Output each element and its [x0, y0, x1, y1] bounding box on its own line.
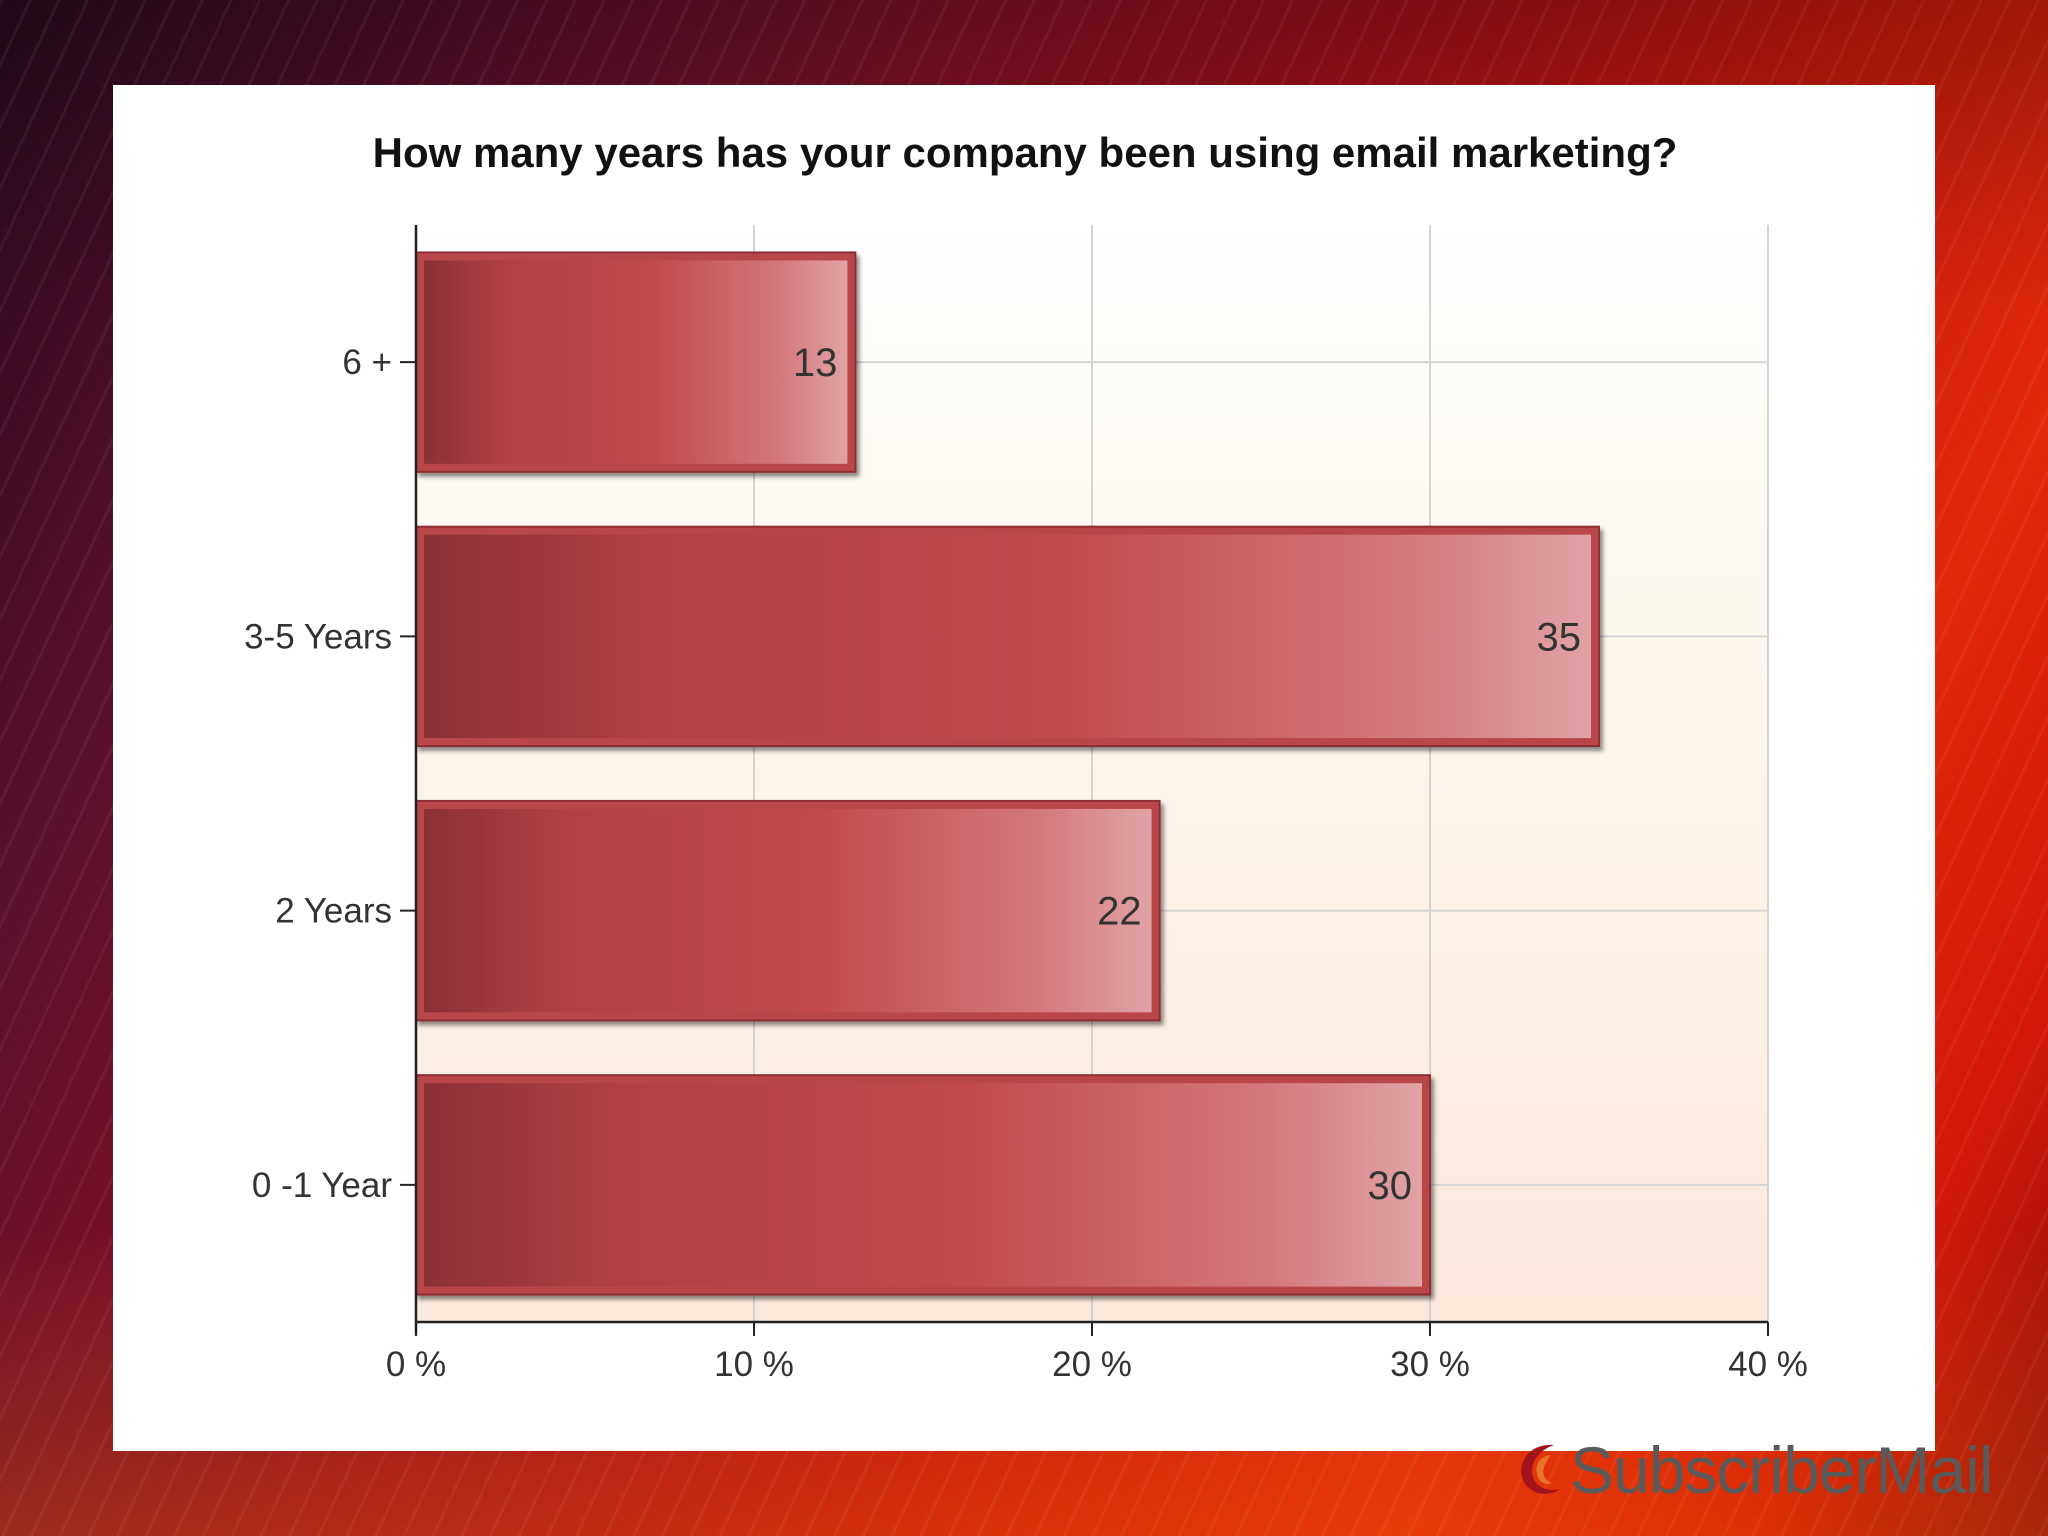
bars: 13 35 22 30	[415, 251, 1600, 1296]
x-tick-label-1: 10 %	[714, 1345, 794, 1384]
bar-inner-2	[424, 808, 1152, 1013]
bar-value-label-1: 35	[1537, 615, 1582, 659]
y-tick-label-3: 0 -1 Year	[252, 1166, 392, 1205]
bar-inner-0	[424, 260, 848, 464]
subscribermail-logo: SubscriberMail	[1510, 1430, 1993, 1510]
y-tick-label-1: 3-5 Years	[244, 617, 392, 656]
bar-value-label-3: 30	[1368, 1164, 1413, 1208]
logo-swirl-icon	[1521, 1444, 1560, 1494]
chart-title: How many years has your company been usi…	[373, 129, 1678, 176]
bar-inner-1	[424, 534, 1591, 739]
x-tick-label-2: 20 %	[1052, 1345, 1132, 1384]
x-tick-label-4: 40 %	[1728, 1345, 1808, 1384]
axes: 0 % 10 % 20 % 30 % 40 % 6 + 3-5 Years 2 Years 0 …	[244, 225, 1808, 1384]
x-tick-label-0: 0 %	[386, 1345, 446, 1384]
bar-inner-3	[424, 1083, 1422, 1287]
chart-panel: How many years has your company been usi…	[113, 85, 1935, 1451]
y-tick-label-2: 2 Years	[275, 892, 392, 931]
bar-chart: How many years has your company been usi…	[244, 129, 1808, 1384]
logo-text: SubscriberMail	[1570, 1433, 1993, 1507]
y-tick-label-0: 6 +	[342, 343, 392, 382]
x-tick-label-3: 30 %	[1390, 1345, 1470, 1384]
bar-value-label-0: 13	[793, 341, 838, 385]
bar-value-label-2: 22	[1097, 890, 1142, 934]
